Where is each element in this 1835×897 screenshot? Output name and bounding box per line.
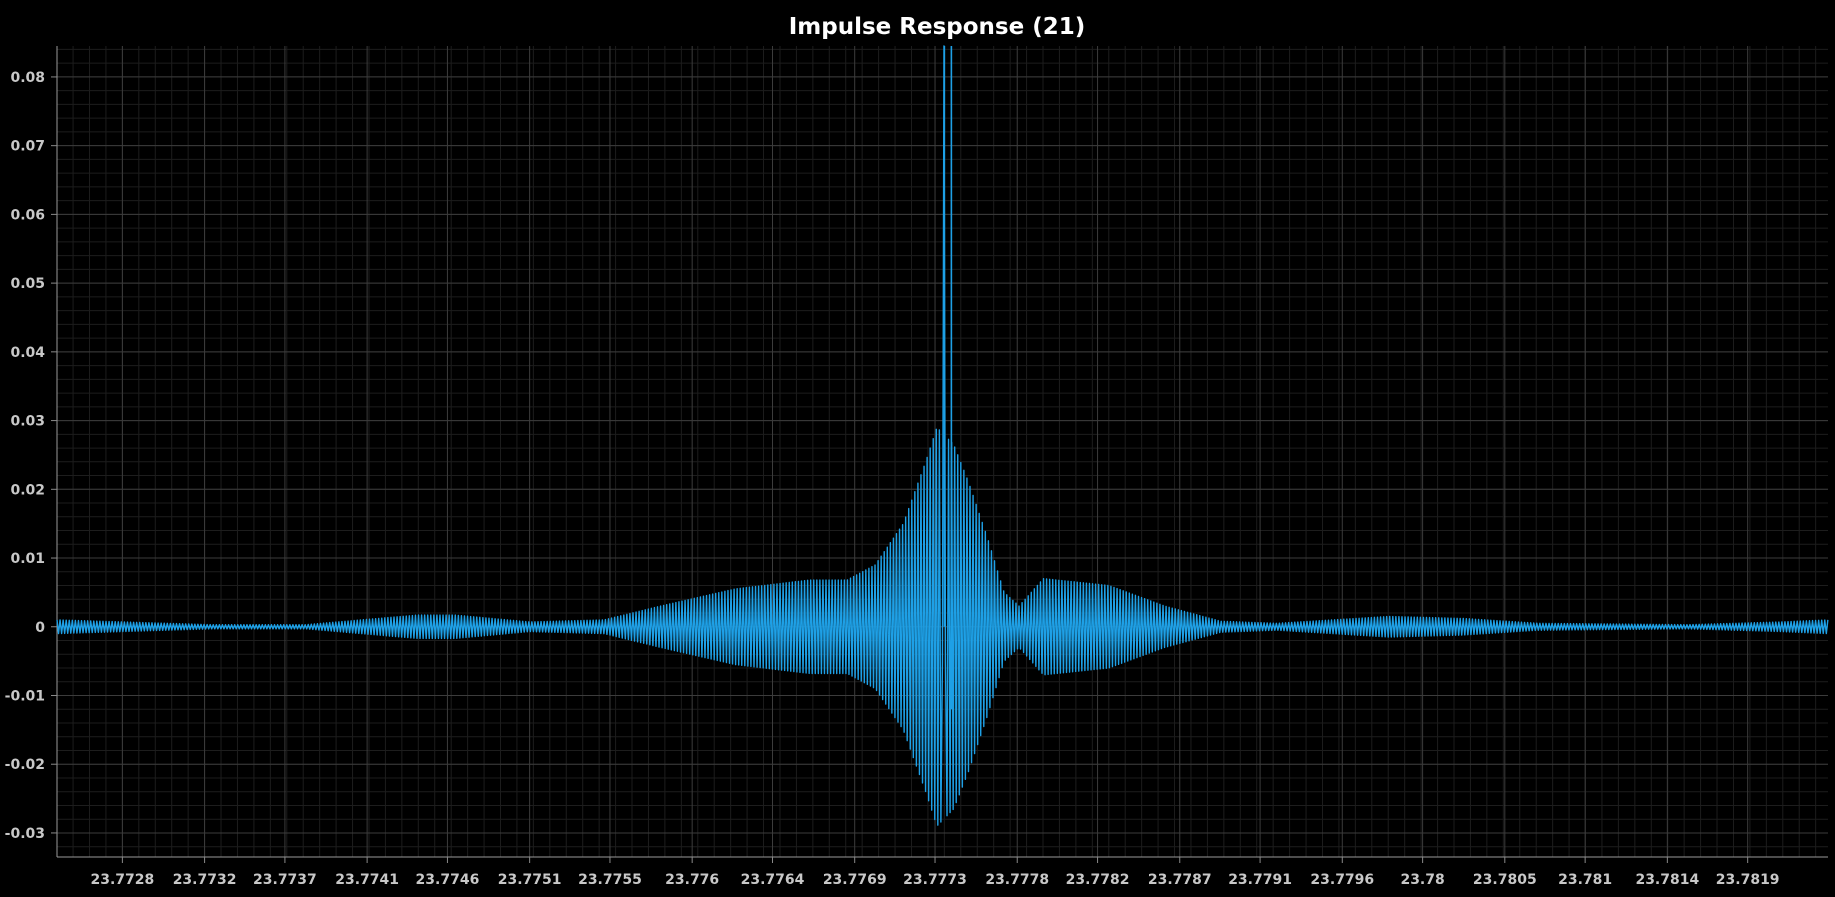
- x-tick-label: 23.7791: [1228, 872, 1292, 888]
- x-tick-label: 23.7732: [173, 872, 237, 888]
- x-tick-label: 23.776: [665, 872, 719, 888]
- y-tick-label: 0.06: [10, 207, 45, 223]
- x-tick-label: 23.7741: [335, 872, 399, 888]
- y-axis-ticks: 0.08 0.07 0.06 0.05 0.04 0.03 0.02 0.01 0 -0.01 -0…: [5, 70, 57, 842]
- x-tick-label: 23.7773: [903, 872, 967, 888]
- x-tick-label: 23.7751: [498, 872, 562, 888]
- x-tick-label: 23.7769: [823, 872, 887, 888]
- y-tick-label: -0.01: [5, 688, 45, 704]
- y-tick-label: 0.04: [10, 345, 45, 361]
- y-tick-label: 0.02: [10, 482, 45, 498]
- x-tick-label: 23.78: [1400, 872, 1444, 888]
- x-tick-label: 23.7778: [985, 872, 1049, 888]
- y-tick-label: 0.05: [10, 276, 45, 292]
- x-tick-label: 23.7746: [416, 872, 480, 888]
- x-tick-label: 23.7728: [91, 872, 155, 888]
- y-tick-label: 0.08: [10, 70, 45, 86]
- chart-title: Impulse Response (21): [789, 14, 1086, 40]
- x-tick-label: 23.7764: [741, 872, 805, 888]
- x-tick-label: 23.7814: [1635, 872, 1699, 888]
- series-layer: [56, 45, 1829, 826]
- x-tick-label: 23.7755: [578, 872, 642, 888]
- y-tick-label: -0.03: [5, 826, 45, 842]
- x-tick-label: 23.7796: [1310, 872, 1374, 888]
- y-tick-label: 0: [35, 620, 45, 636]
- series-line: [56, 45, 1829, 826]
- x-axis-ticks: 23.7728 23.7732 23.7737 23.7741 23.7746 23.77…: [91, 857, 1780, 888]
- x-tick-label: 23.7805: [1473, 872, 1537, 888]
- x-tick-label: 23.781: [1558, 872, 1612, 888]
- axes: [56, 46, 1828, 858]
- y-tick-label: 0.03: [10, 414, 45, 430]
- x-tick-label: 23.7782: [1066, 872, 1130, 888]
- y-tick-label: 0.01: [10, 551, 45, 567]
- x-tick-label: 23.7819: [1716, 872, 1780, 888]
- y-tick-label: 0.07: [10, 139, 45, 155]
- y-tick-label: -0.02: [5, 757, 45, 773]
- x-tick-label: 23.7737: [253, 872, 317, 888]
- x-tick-label: 23.7787: [1148, 872, 1212, 888]
